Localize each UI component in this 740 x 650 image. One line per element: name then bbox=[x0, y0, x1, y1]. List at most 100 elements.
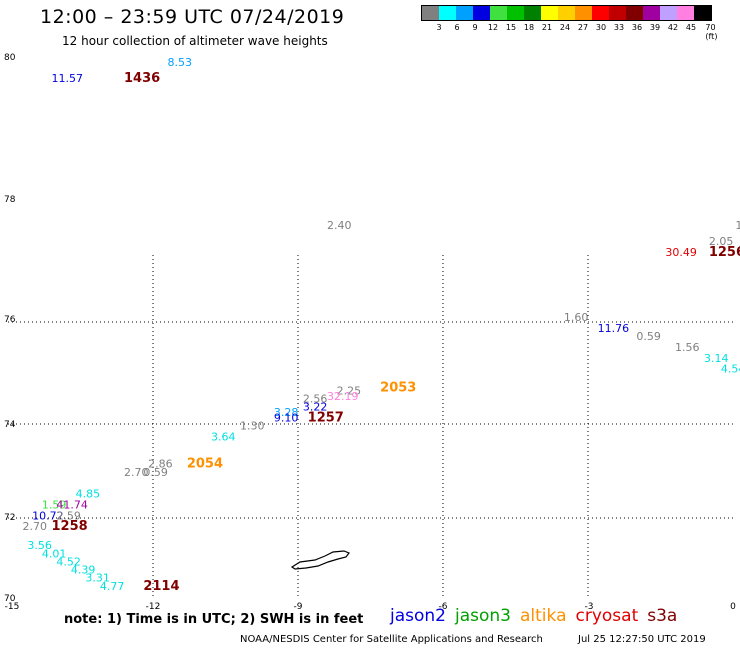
wave-height-label: 2.40 bbox=[327, 219, 352, 232]
x-tick-label: -9 bbox=[294, 602, 303, 612]
y-tick-label: 70 bbox=[4, 594, 16, 604]
wave-height-label: 1.60 bbox=[564, 311, 589, 324]
time-label: 1256 bbox=[709, 245, 740, 260]
legend-jason3: jason3 bbox=[455, 606, 511, 626]
colorbar-swatch bbox=[473, 6, 490, 20]
colorbar-label: 42 bbox=[667, 23, 679, 32]
colorbar-swatch bbox=[643, 6, 660, 20]
wave-height-label: 2.59 bbox=[56, 509, 80, 522]
colorbar-swatch bbox=[626, 6, 643, 20]
colorbar-label: 9 bbox=[472, 23, 478, 32]
colorbar-label: 30 bbox=[595, 23, 607, 32]
x-tick-label: 0 bbox=[730, 602, 736, 612]
colorbar-swatch bbox=[660, 6, 677, 20]
time-label: 1257 bbox=[308, 411, 344, 426]
observation-labels: 11.57 1436 8.53 2.40 2.051 30.49 1256 1.60 11.76… bbox=[23, 56, 740, 594]
colorbar-label: 21 bbox=[541, 23, 553, 32]
wave-height-label: 9.10 bbox=[274, 412, 299, 425]
time-label: 1436 bbox=[124, 71, 160, 86]
wave-height-label: 0.59 bbox=[143, 466, 168, 479]
wave-height-label: 32.19 bbox=[327, 390, 359, 403]
colorbar-label: 24 bbox=[559, 23, 571, 32]
colorbar-swatch bbox=[694, 6, 711, 20]
note-text: note: 1) Time is in UTC; 2) SWH is in fe… bbox=[64, 612, 364, 627]
jan-mayen-island-outline bbox=[290, 550, 350, 570]
wave-height-label: 1.59 bbox=[42, 498, 66, 511]
wave-height-label: 3.31 bbox=[85, 572, 110, 585]
legend-s3a: s3a bbox=[647, 606, 678, 626]
colorbar-label: 15 bbox=[505, 23, 517, 32]
wave-height-label: 11.76 bbox=[598, 322, 630, 335]
y-tick-label: 72 bbox=[4, 513, 15, 523]
wave-height-label: 3.56 bbox=[27, 539, 52, 552]
wave-height-colorbar: 3 6 9 12 15 18 21 24 27 30 33 36 39 42 45 70 (ft) bbox=[421, 5, 717, 41]
colorbar-swatch bbox=[592, 6, 609, 20]
time-label: 2053 bbox=[380, 381, 416, 396]
wave-height-label: 4.77 bbox=[100, 580, 125, 593]
x-tick-label: -6 bbox=[439, 602, 448, 612]
y-tick-label: 74 bbox=[4, 420, 16, 430]
wave-height-label: 2.70 bbox=[124, 466, 149, 479]
wave-height-label: 41.74 bbox=[56, 498, 87, 511]
wave-height-label: 10.72 bbox=[32, 509, 64, 522]
colorbar-label: 18 bbox=[523, 23, 535, 32]
time-label: 2114 bbox=[143, 579, 179, 594]
colorbar-label: 39 bbox=[649, 23, 661, 32]
wave-height-label: 2.25 bbox=[337, 384, 362, 397]
y-tick-label: 80 bbox=[4, 53, 16, 63]
wave-height-label: 8.53 bbox=[168, 56, 193, 69]
wave-height-label: 11.57 bbox=[52, 72, 84, 85]
y-tick-label: 76 bbox=[4, 315, 16, 325]
x-tick-label: -12 bbox=[146, 602, 161, 612]
colorbar-swatch bbox=[507, 6, 524, 20]
colorbar-swatch bbox=[490, 6, 507, 20]
wave-height-label: 1.56 bbox=[675, 341, 700, 354]
x-tick-label: -3 bbox=[585, 602, 594, 612]
wave-height-label: 1 bbox=[735, 219, 740, 232]
colorbar-swatch bbox=[439, 6, 456, 20]
wave-height-label: 2.70 bbox=[23, 520, 48, 533]
colorbar-swatch bbox=[558, 6, 575, 20]
wave-height-label: 4.54 bbox=[721, 363, 740, 376]
colorbar-label: 12 bbox=[487, 23, 499, 32]
legend-altika: altika bbox=[520, 606, 567, 626]
wave-height-label: 4.52 bbox=[56, 555, 80, 568]
wave-height-label: 3.14 bbox=[704, 352, 729, 365]
wave-height-label: 1.30 bbox=[240, 420, 265, 433]
colorbar-label: 6 bbox=[454, 23, 460, 32]
colorbar-label: 45 bbox=[685, 23, 697, 32]
axis-ticks: -15 -12 -9 -6 -3 0 80 78 76 74 72 70 bbox=[4, 53, 736, 612]
colorbar-label: 3 bbox=[436, 23, 442, 32]
wave-height-label: 30.49 bbox=[665, 246, 697, 259]
colorbar-swatch bbox=[609, 6, 626, 20]
map-title: 12:00 – 23:59 UTC 07/24/2019 bbox=[40, 6, 345, 28]
colorbar-swatch bbox=[575, 6, 592, 20]
wave-height-label: 0.59 bbox=[636, 330, 661, 343]
time-label: 2054 bbox=[187, 457, 223, 472]
map-grid bbox=[8, 255, 733, 598]
wave-height-label: 3.22 bbox=[303, 401, 328, 414]
colorbar-swatch bbox=[677, 6, 694, 20]
colorbar-swatch bbox=[422, 6, 439, 20]
time-label: 1258 bbox=[52, 519, 88, 534]
colorbar-swatch bbox=[456, 6, 473, 20]
wave-height-label: 4.85 bbox=[76, 488, 101, 501]
wave-height-label: 2.05 bbox=[709, 235, 734, 248]
colorbar-label: 36 bbox=[631, 23, 643, 32]
x-tick-label: -15 bbox=[5, 602, 20, 612]
legend-jason2: jason2 bbox=[390, 606, 446, 626]
wave-height-label: 3.28 bbox=[274, 406, 299, 419]
colorbar-swatches bbox=[421, 5, 712, 21]
map-subtitle: 12 hour collection of altimeter wave hei… bbox=[62, 34, 328, 48]
wave-height-label: 2.56 bbox=[303, 393, 328, 406]
wave-height-label: 2.86 bbox=[148, 458, 173, 471]
colorbar-label: 70 (ft) bbox=[705, 23, 718, 41]
satellite-legend: jason2 jason3 altika cryosat s3a bbox=[390, 606, 686, 626]
colorbar-swatch bbox=[524, 6, 541, 20]
colorbar-label: 27 bbox=[577, 23, 589, 32]
colorbar-label: 33 bbox=[613, 23, 625, 32]
credit-text: NOAA/NESDIS Center for Satellite Applica… bbox=[240, 634, 543, 645]
colorbar-labels: 3 6 9 12 15 18 21 24 27 30 33 36 39 42 45 70 (ft) bbox=[421, 21, 717, 41]
wave-height-label: 3.64 bbox=[211, 431, 236, 444]
